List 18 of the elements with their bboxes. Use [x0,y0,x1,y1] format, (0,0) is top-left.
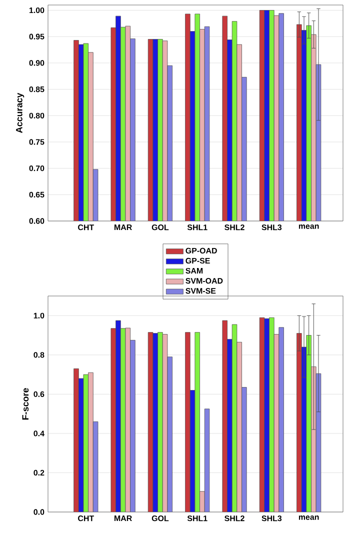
bar [74,368,79,512]
bar [200,491,205,512]
bar [278,327,284,512]
bar [88,372,94,512]
bar [301,346,307,512]
bar [316,373,322,512]
y-axis-title: F-score [22,388,29,420]
bar [130,340,136,512]
bar [185,332,190,512]
bar [296,333,302,512]
bar [311,366,316,512]
bar [242,387,247,512]
bar [227,339,232,512]
bar [158,332,163,512]
y-axis-title: Accuracy [16,92,24,133]
bar [269,317,274,512]
bar [116,320,121,512]
bar [306,335,312,512]
